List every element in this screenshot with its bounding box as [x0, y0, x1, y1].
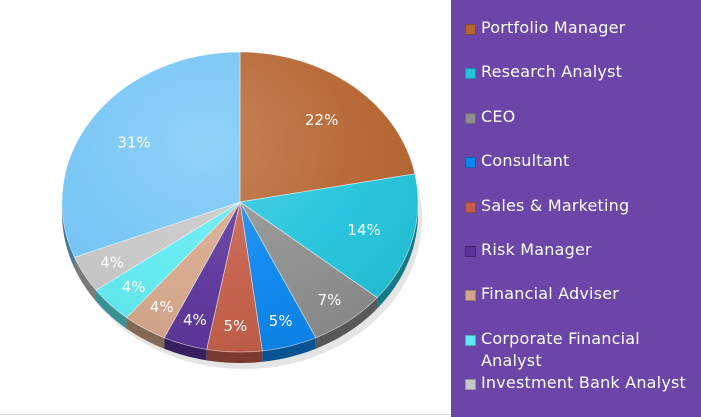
legend-label: Risk Manager — [481, 240, 592, 259]
legend-swatch — [465, 335, 476, 346]
legend-swatch — [465, 202, 476, 213]
legend-swatch — [465, 68, 476, 79]
data-label: 4% — [122, 278, 146, 296]
data-label: 4% — [100, 253, 124, 271]
legend-label: Investment Bank Analyst — [481, 373, 686, 392]
pie-slice-side — [206, 349, 263, 363]
legend-swatch — [465, 246, 476, 257]
legend-swatch — [465, 113, 476, 124]
data-label: 14% — [347, 221, 380, 239]
data-label: 5% — [224, 317, 248, 335]
legend: Portfolio Manager Research Analyst CEO C… — [451, 0, 701, 417]
legend-swatch — [465, 290, 476, 301]
legend-label: Consultant — [481, 151, 570, 170]
legend-label: Financial Adviser — [481, 284, 620, 303]
legend-swatch — [465, 157, 476, 168]
legend-swatch — [465, 379, 476, 390]
legend-label: Sales & Marketing — [481, 196, 630, 215]
data-label: 31% — [117, 133, 150, 151]
data-label: 5% — [269, 312, 293, 330]
data-label: 4% — [150, 298, 174, 316]
data-label: 22% — [305, 111, 338, 129]
legend-label: CEO — [481, 107, 516, 126]
chart-area: 22% 14% 7% 5% 5% 4% 4% 4% 4% 31% — [61, 51, 422, 369]
legend-label: Portfolio Manager — [481, 18, 626, 37]
pie-chart: 22%14%7%5%5%4%4%4%4%31% — [61, 51, 422, 369]
divider — [0, 414, 451, 415]
legend-label: Corporate Financial Analyst — [481, 329, 640, 370]
data-label: 4% — [183, 311, 207, 329]
legend-label: Research Analyst — [481, 62, 623, 81]
legend-swatch — [465, 24, 476, 35]
data-label: 7% — [318, 291, 342, 309]
